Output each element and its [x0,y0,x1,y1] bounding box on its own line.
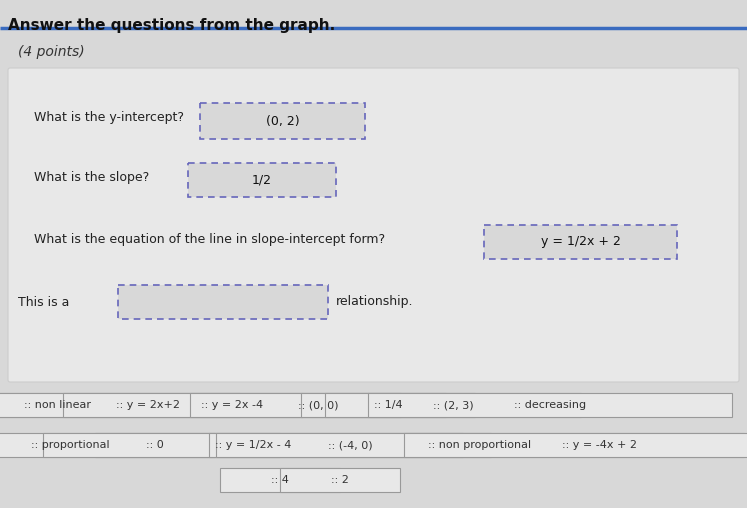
Bar [404,433,747,457]
Text: (4 points): (4 points) [18,45,84,59]
Bar [484,225,677,259]
Text: 1/2: 1/2 [252,174,272,186]
Bar [280,468,400,492]
Text: This is a: This is a [18,296,69,308]
Bar [96,433,214,457]
Bar [208,433,492,457]
FancyBboxPatch shape [8,68,739,382]
Bar [118,285,328,319]
Bar [200,103,365,139]
Text: :: 1/4: :: 1/4 [374,400,403,410]
Text: :: non linear: :: non linear [25,400,91,410]
Bar [63,393,400,417]
Text: :: decreasing: :: decreasing [514,400,586,410]
Bar [220,468,340,492]
Text: :: y = -4x + 2: :: y = -4x + 2 [562,440,637,450]
Text: :: (2, 3): :: (2, 3) [433,400,474,410]
Text: What is the equation of the line in slope-intercept form?: What is the equation of the line in slop… [34,234,385,246]
Bar [0,393,303,417]
Text: :: 0: :: 0 [146,440,164,450]
Bar [368,393,732,417]
Text: Answer the questions from the graph.: Answer the questions from the graph. [8,18,335,33]
Text: :: proportional: :: proportional [31,440,109,450]
Text: :: (0, 0): :: (0, 0) [298,400,338,410]
Text: :: y = 1/2x - 4: :: y = 1/2x - 4 [215,440,291,450]
Bar [325,393,580,417]
Text: :: y = 2x -4: :: y = 2x -4 [201,400,263,410]
Text: :: 2: :: 2 [331,475,349,485]
Text: :: (-4, 0): :: (-4, 0) [328,440,372,450]
Text: What is the slope?: What is the slope? [34,172,149,184]
Bar [190,393,446,417]
Text: y = 1/2x + 2: y = 1/2x + 2 [541,236,621,248]
Text: What is the y-intercept?: What is the y-intercept? [34,111,184,124]
Bar [216,433,744,457]
Bar [0,433,279,457]
Bar [43,433,462,457]
Text: (0, 2): (0, 2) [266,114,300,128]
Bar [0,393,241,417]
Bar [301,393,475,417]
Text: relationship.: relationship. [336,296,414,308]
Bar [188,163,336,197]
Text: :: y = 2x+2: :: y = 2x+2 [116,400,180,410]
Text: :: non proportional: :: non proportional [429,440,532,450]
Text: :: 4: :: 4 [271,475,289,485]
